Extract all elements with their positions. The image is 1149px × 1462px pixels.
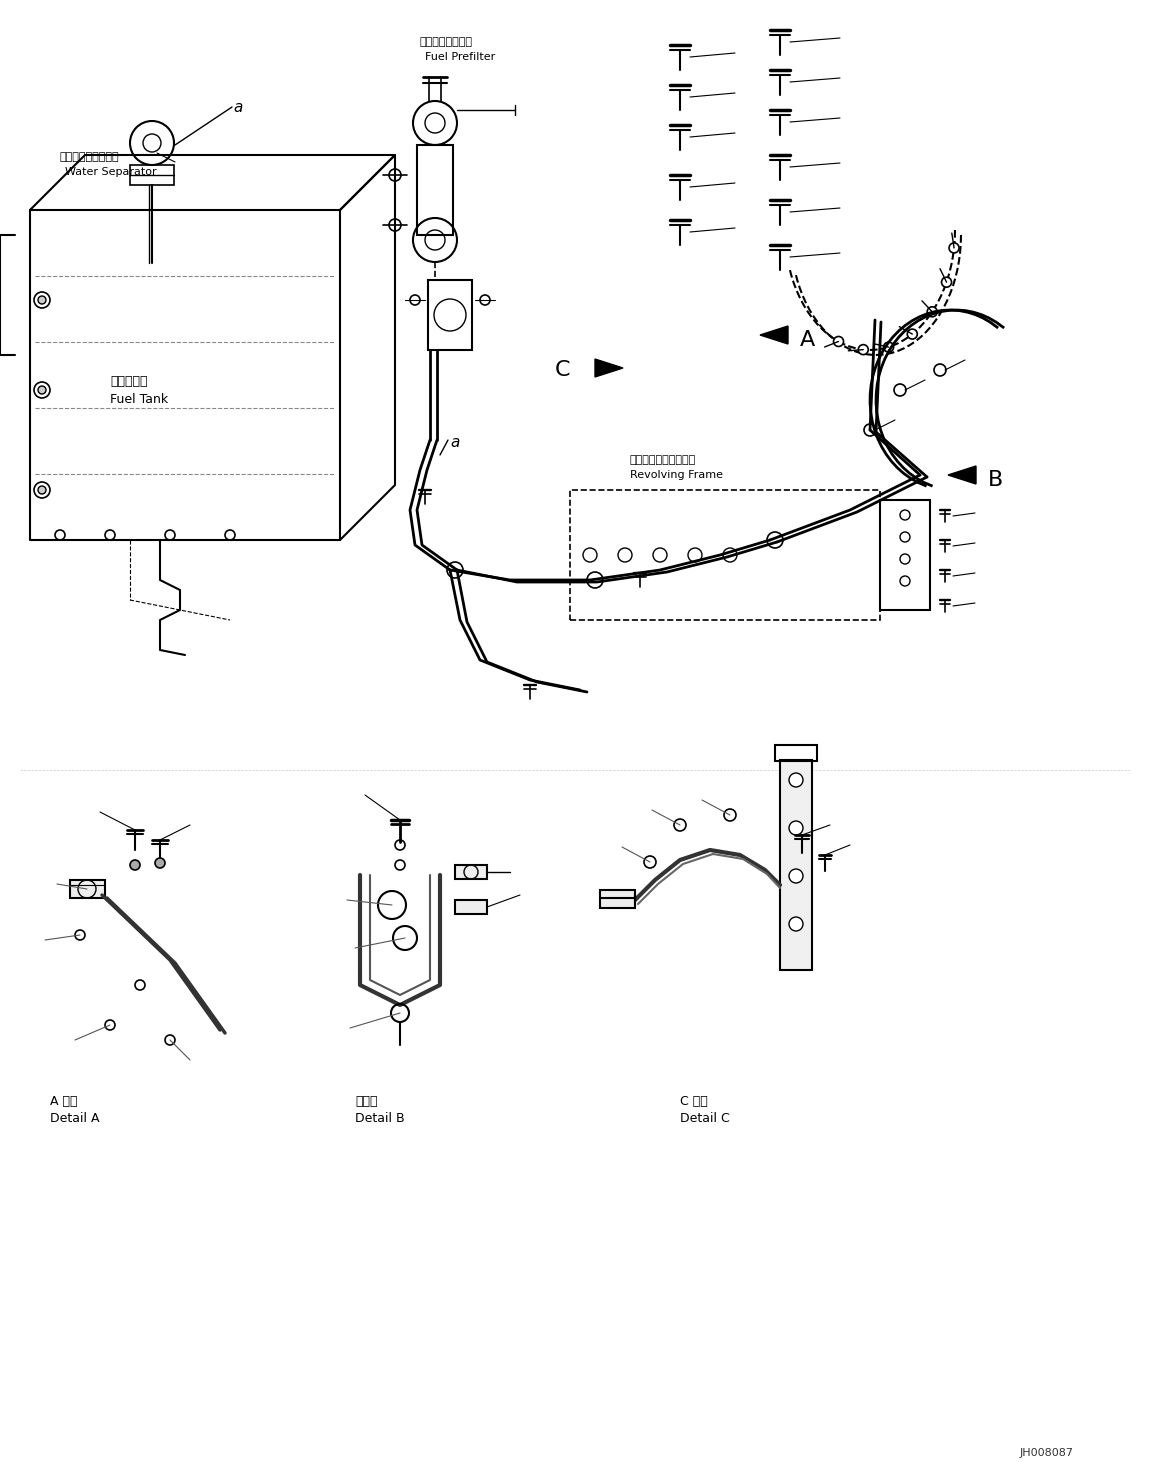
Text: JH008087: JH008087 [1020,1447,1074,1458]
Text: Detail A: Detail A [51,1113,100,1124]
Text: 日詳細: 日詳細 [355,1095,378,1108]
Text: A 詳細: A 詳細 [51,1095,77,1108]
Text: ウォータセパレータ: ウォータセパレータ [60,152,119,162]
Bar [600,890,635,908]
Text: B: B [988,469,1003,490]
Polygon shape [759,326,788,344]
Bar [780,760,812,969]
Circle shape [38,485,46,494]
Polygon shape [595,360,623,377]
Bar [570,490,880,620]
Circle shape [908,329,917,339]
Circle shape [941,278,951,287]
Circle shape [789,917,803,931]
Bar [417,145,453,235]
Circle shape [130,860,140,870]
Text: a: a [233,99,242,115]
Text: Revolving Frame: Revolving Frame [630,469,723,480]
Bar [774,746,817,762]
Text: Detail C: Detail C [680,1113,730,1124]
Text: Fuel Tank: Fuel Tank [110,393,168,406]
Text: レボルビングフレーム: レボルビングフレーム [630,455,696,465]
Circle shape [884,342,894,352]
Text: A: A [800,330,816,349]
Circle shape [38,386,46,393]
Text: C 詳細: C 詳細 [680,1095,708,1108]
Text: 燃料プレフィルタ: 燃料プレフィルタ [421,37,473,47]
Circle shape [789,868,803,883]
Circle shape [789,822,803,835]
Circle shape [833,336,843,346]
Circle shape [927,307,938,317]
Text: 燃料タンク: 燃料タンク [110,374,147,387]
Circle shape [789,773,803,787]
Circle shape [155,858,165,868]
Bar [455,866,487,879]
Bar [455,901,487,914]
Circle shape [38,295,46,304]
Text: Fuel Prefilter: Fuel Prefilter [425,53,495,61]
Bar [70,880,105,898]
Bar [130,165,173,186]
Bar [880,500,930,610]
Bar [427,281,472,349]
Text: Detail B: Detail B [355,1113,404,1124]
Text: Water Separator: Water Separator [65,167,156,177]
Polygon shape [948,466,976,484]
Circle shape [949,243,959,253]
Text: a: a [450,436,460,450]
Text: C: C [555,360,571,380]
Circle shape [858,345,869,355]
